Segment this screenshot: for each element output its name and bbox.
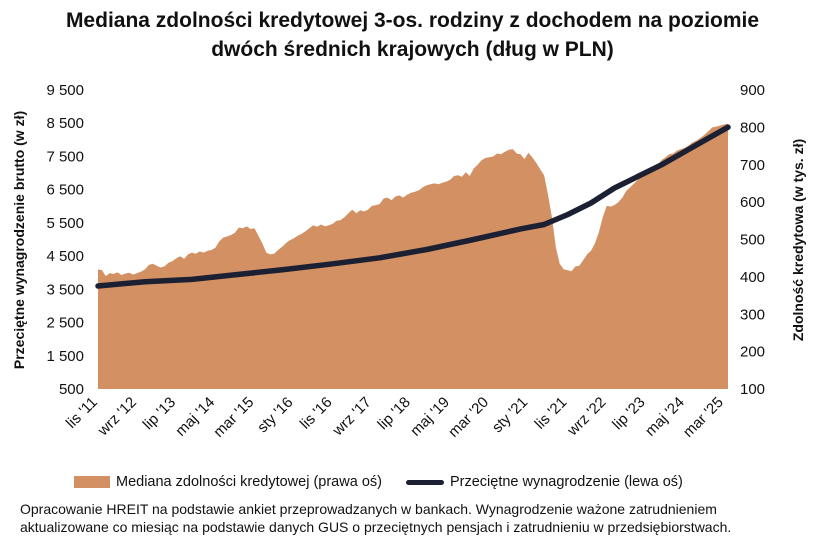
x-tick-label: mar '15 <box>210 394 257 441</box>
legend-label-line: Przeciętne wynagrodzenie (lewa oś) <box>449 474 683 490</box>
right-tick-label: 500 <box>740 232 765 249</box>
right-tick-label: 900 <box>740 82 765 99</box>
left-tick-label: 500 <box>59 381 84 398</box>
right-tick-label: 200 <box>740 344 765 361</box>
x-tick-label: sty '21 <box>489 394 531 436</box>
legend-label-area: Mediana zdolności kredytowej (prawa oś) <box>116 474 382 490</box>
right-tick-label: 100 <box>740 381 765 398</box>
left-tick-label: 7 500 <box>46 148 84 165</box>
legend-swatch-line <box>405 479 444 485</box>
left-tick-label: 2 500 <box>46 315 84 332</box>
credit-capacity-area-layer <box>98 123 728 389</box>
left-axis-ticks: 500 1 500 2 500 3 500 4 500 5 500 6 500 7 500 8 … <box>46 82 84 398</box>
source-note-line-2: aktualizowane co miesiąc na podstawie da… <box>20 519 732 535</box>
legend: Mediana zdolności kredytowej (prawa oś) … <box>74 471 794 493</box>
x-tick-label: maj '14 <box>172 394 218 440</box>
right-tick-label: 800 <box>740 119 765 136</box>
left-tick-label: 4 500 <box>46 248 84 265</box>
legend-item-line: Przeciętne wynagrodzenie (lewa oś) <box>405 474 683 490</box>
left-tick-label: 8 500 <box>46 115 84 132</box>
chart-title: Mediana zdolności kredytowej 3-os. rodzi… <box>0 6 825 64</box>
salary-line-layer <box>95 124 731 289</box>
legend-swatch-area <box>74 476 110 488</box>
right-tick-label: 600 <box>740 194 765 211</box>
source-note-line-1: Opracowanie HREIT na podstawie ankiet pr… <box>20 501 717 517</box>
source-note: Opracowanie HREIT na podstawie ankiet pr… <box>20 500 820 536</box>
left-tick-label: 1 500 <box>46 348 84 365</box>
chart-title-line-1: Mediana zdolności kredytowej 3-os. rodzi… <box>65 9 760 32</box>
right-tick-label: 700 <box>740 157 765 174</box>
x-tick-label: wrz '22 <box>564 394 610 440</box>
left-tick-label: 5 500 <box>46 215 84 232</box>
salary-line <box>95 124 731 289</box>
chart-title-line-2: dwóch średnich krajowych (dług w PLN) <box>211 38 614 61</box>
x-tick-label: sty '16 <box>254 394 296 436</box>
x-tick-label: mar '25 <box>680 394 727 441</box>
right-axis-label: Zdolność kredytowa (w tys. zł) <box>790 139 806 341</box>
left-tick-label: 3 500 <box>46 281 84 298</box>
credit-capacity-area <box>98 123 728 389</box>
x-tick-label: wrz '12 <box>94 394 140 440</box>
right-tick-label: 400 <box>740 269 765 286</box>
legend-item-area: Mediana zdolności kredytowej (prawa oś) <box>74 474 382 490</box>
left-tick-label: 9 500 <box>46 82 84 99</box>
x-tick-label: mar '20 <box>445 394 492 441</box>
x-tick-label: maj '19 <box>407 394 453 440</box>
right-axis-ticks: 100 200 300 400 500 600 700 800 900 <box>740 82 765 398</box>
x-tick-label: maj '24 <box>642 394 688 440</box>
left-tick-label: 6 500 <box>46 182 84 199</box>
x-tick-label: wrz '17 <box>329 394 375 440</box>
left-axis-label: Przeciętne wynagrodzenie brutto (w zł) <box>11 111 27 369</box>
chart-plot: 500 1 500 2 500 3 500 4 500 5 500 6 500 7 500 8 … <box>11 82 806 441</box>
right-tick-label: 300 <box>740 306 765 323</box>
